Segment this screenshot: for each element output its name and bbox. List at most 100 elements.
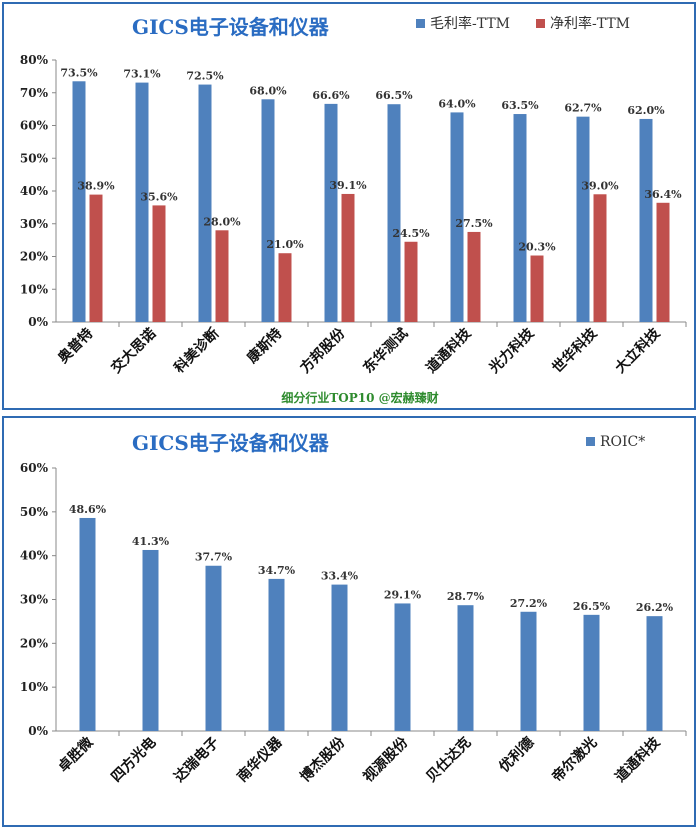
roic-chart: GICS电子设备和仪器 ROIC* 0% 10% 20% 30% 40% 50% 60% 48.6… [20, 431, 687, 786]
chart-panel-roic: GICS电子设备和仪器 ROIC* 0% 10% 20% 30% 40% 50% 60% 48.6… [2, 416, 696, 827]
data-label: 72.5% [186, 70, 224, 83]
data-label: 37.7% [195, 551, 233, 564]
category-label: 康斯特 [244, 325, 286, 367]
category-label: 卓胜微 [55, 733, 97, 775]
data-label: 26.2% [636, 601, 674, 614]
data-label: 28.0% [203, 215, 241, 228]
bar-1-3 [278, 253, 292, 322]
legend-label-0: 毛利率-TTM [430, 15, 510, 32]
legend-label-0: ROIC* [600, 434, 645, 450]
data-label: 27.2% [510, 597, 548, 610]
bar-1-2 [215, 230, 229, 322]
data-label: 68.0% [249, 84, 287, 97]
category-label: 交大思诺 [108, 325, 160, 377]
bar-0-0 [72, 81, 86, 322]
bar-0-0 [79, 517, 96, 731]
data-label: 63.5% [501, 99, 539, 112]
bar-1-6 [467, 231, 481, 322]
bar-1-0 [89, 194, 103, 322]
bar-1-1 [152, 205, 166, 322]
bar-0-6 [457, 605, 474, 731]
category-label: 视源股份 [360, 733, 412, 785]
legend-swatch-0 [586, 437, 595, 446]
data-label: 66.5% [375, 89, 413, 102]
bar-0-6 [450, 112, 464, 323]
legend-swatch-1 [536, 19, 545, 28]
y-tick-label: 30% [20, 593, 49, 607]
data-label: 20.3% [518, 241, 556, 254]
data-label: 27.5% [455, 217, 493, 230]
data-label: 21.0% [266, 238, 304, 251]
chart-panel-margins: GICS电子设备和仪器 毛利率-TTM 净利率-TTM 0% 10% 20% 30% 40% 5… [2, 2, 696, 410]
data-label: 26.5% [573, 600, 611, 613]
category-label: 奥普特 [55, 325, 97, 367]
legend-swatch-0 [416, 19, 425, 28]
data-label: 35.6% [140, 190, 178, 203]
data-label: 24.5% [392, 227, 430, 240]
category-label: 光力科技 [485, 324, 538, 377]
bar-0-2 [198, 84, 212, 322]
category-label: 世华科技 [549, 324, 601, 376]
data-label: 29.1% [384, 588, 422, 601]
data-label: 73.1% [123, 68, 161, 81]
category-label: 道通科技 [612, 733, 664, 785]
bar-0-3 [261, 99, 275, 322]
data-label: 36.4% [644, 188, 682, 201]
bar-0-8 [583, 614, 600, 731]
data-label: 73.5% [60, 66, 98, 79]
bar-0-7 [520, 611, 537, 731]
category-label: 科美诊断 [171, 325, 223, 377]
margin-chart: GICS电子设备和仪器 毛利率-TTM 净利率-TTM 0% 10% 20% 30% 40% 5… [20, 15, 687, 405]
bar-0-9 [646, 616, 663, 731]
y-tick-label: 60% [20, 461, 49, 475]
bar-0-5 [387, 104, 401, 323]
data-label: 48.6% [69, 503, 107, 516]
bar-0-5 [394, 603, 411, 731]
data-label: 34.7% [258, 564, 296, 577]
category-label: 道通科技 [423, 324, 475, 376]
category-label: 东华测试 [360, 325, 412, 377]
y-tick-label: 70% [20, 86, 49, 100]
y-tick-label: 0% [28, 724, 48, 738]
y-tick-label: 80% [20, 53, 49, 67]
y-tick-label: 40% [20, 184, 49, 198]
data-label: 38.9% [77, 180, 115, 193]
bar-0-3 [268, 578, 285, 731]
y-tick-label: 10% [20, 282, 49, 296]
bar-0-1 [142, 549, 159, 731]
category-label: 达瑞电子 [171, 734, 223, 786]
bar-0-4 [324, 103, 338, 322]
bar-0-7 [513, 114, 527, 322]
y-tick-label: 0% [28, 315, 48, 329]
category-label: 贝仕达克 [423, 734, 475, 786]
bar-1-8 [593, 194, 607, 322]
category-label: 南华仪器 [234, 733, 286, 785]
chart-caption: 细分行业TOP10 @宏赫臻财 [281, 390, 438, 405]
bar-1-4 [341, 193, 355, 322]
chart-title: GICS电子设备和仪器 [132, 431, 330, 455]
bar-1-5 [404, 241, 418, 322]
chart-title: GICS电子设备和仪器 [132, 15, 330, 39]
y-tick-label: 50% [20, 505, 49, 519]
data-label: 62.7% [564, 102, 602, 115]
bar-0-1 [135, 82, 149, 322]
data-label: 28.7% [447, 590, 485, 603]
data-label: 33.4% [321, 570, 359, 583]
data-label: 39.1% [329, 179, 367, 192]
category-label: 大立科技 [612, 324, 664, 376]
category-label: 方邦股份 [297, 324, 349, 376]
y-tick-label: 60% [20, 119, 49, 133]
y-tick-label: 20% [20, 250, 49, 264]
data-label: 41.3% [132, 535, 170, 548]
category-label: 帝尔激光 [549, 734, 601, 786]
category-label: 优利德 [496, 734, 538, 776]
category-label: 博杰股份 [297, 733, 349, 785]
bar-0-8 [576, 116, 590, 322]
data-label: 66.6% [312, 89, 350, 102]
y-tick-label: 10% [20, 680, 49, 694]
data-label: 62.0% [627, 104, 665, 117]
bar-0-4 [331, 584, 348, 731]
data-label: 39.0% [581, 179, 619, 192]
y-tick-label: 30% [20, 217, 49, 231]
legend-label-1: 净利率-TTM [550, 15, 630, 32]
